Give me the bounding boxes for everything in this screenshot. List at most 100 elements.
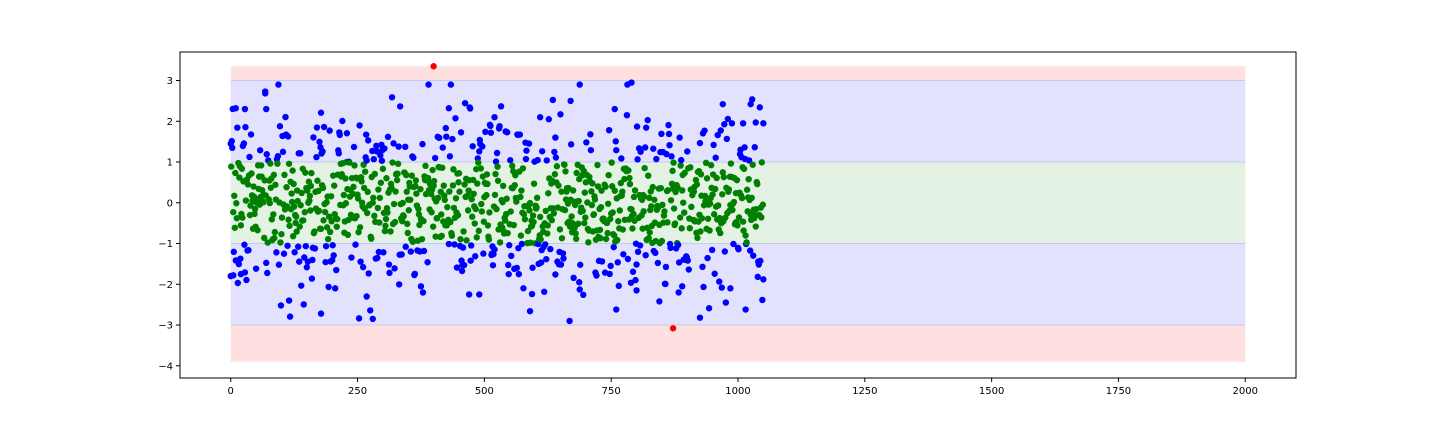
data-point: [681, 169, 688, 177]
notable-blue-point: [611, 105, 618, 113]
data-point: [704, 215, 712, 222]
data-point: [315, 207, 323, 215]
data-point: [313, 153, 320, 161]
data-point: [602, 235, 610, 243]
data-point: [435, 194, 442, 202]
data-point: [338, 171, 346, 178]
data-point: [677, 156, 685, 164]
data-point: [377, 152, 384, 159]
data-point: [757, 257, 764, 265]
data-point: [521, 216, 529, 223]
data-point: [371, 212, 378, 220]
data-point: [749, 96, 756, 103]
data-point: [493, 149, 501, 157]
data-point: [734, 222, 741, 229]
data-point: [385, 261, 393, 268]
notable-blue-point: [727, 285, 734, 292]
data-point: [575, 197, 582, 205]
data-point: [485, 236, 493, 243]
data-point: [566, 317, 573, 325]
data-point: [530, 180, 538, 187]
data-point: [263, 259, 270, 267]
data-point: [606, 215, 614, 223]
data-point: [754, 273, 761, 281]
data-point: [505, 270, 512, 278]
data-point: [241, 241, 248, 248]
data-point: [446, 153, 454, 160]
notable-blue-point: [576, 81, 583, 88]
data-point: [493, 205, 500, 213]
data-point: [545, 190, 552, 197]
data-point: [387, 228, 394, 235]
data-point: [236, 174, 243, 181]
data-point: [505, 261, 512, 269]
data-point: [597, 235, 604, 242]
data-point: [472, 253, 479, 260]
data-point: [267, 184, 275, 191]
data-point: [449, 135, 456, 143]
data-point: [398, 251, 405, 258]
data-point: [310, 134, 317, 141]
data-point: [317, 225, 325, 233]
data-point: [750, 252, 757, 259]
data-point: [290, 180, 297, 188]
data-point: [725, 186, 733, 193]
data-point: [548, 217, 556, 224]
data-point: [711, 270, 718, 277]
data-point: [378, 157, 386, 164]
data-point: [713, 174, 720, 182]
x-tick-label: 250: [348, 386, 367, 397]
data-point: [278, 214, 286, 221]
data-point: [293, 228, 300, 235]
axis-layer: 0 250 500 750 1000 1250 1500 1750 2000 −4 −3 −2 −1 0 1…: [158, 51, 1297, 397]
data-point: [420, 247, 428, 255]
notable-blue-point: [445, 105, 453, 112]
data-point: [629, 268, 637, 275]
data-point: [576, 286, 583, 293]
notable-blue-point: [465, 291, 473, 298]
data-point: [710, 141, 717, 149]
data-point: [582, 214, 589, 221]
data-point: [477, 165, 485, 172]
data-point: [619, 188, 626, 195]
data-point: [431, 154, 439, 162]
data-point: [432, 233, 439, 240]
notable-blue-point: [491, 114, 498, 121]
data-point: [270, 171, 278, 179]
data-point: [306, 192, 314, 200]
data-point: [614, 259, 621, 266]
x-tick-label: 750: [602, 386, 621, 397]
data-point: [285, 160, 293, 167]
data-point: [667, 197, 675, 204]
data-point: [520, 285, 527, 292]
data-point: [480, 250, 487, 257]
data-point: [278, 230, 285, 238]
data-point: [705, 305, 713, 312]
data-point: [467, 257, 474, 264]
data-point: [507, 157, 514, 164]
data-point: [714, 131, 721, 139]
data-point: [365, 270, 372, 277]
notable-blue-point: [567, 97, 574, 105]
data-point: [613, 146, 620, 154]
data-point: [526, 207, 533, 214]
data-point: [605, 126, 613, 134]
data-point: [419, 289, 427, 296]
data-point: [517, 193, 524, 201]
data-point: [441, 196, 448, 204]
data-point: [271, 234, 278, 242]
data-point: [551, 171, 559, 178]
data-point: [665, 121, 672, 129]
data-point: [398, 217, 406, 225]
data-point: [285, 216, 292, 223]
data-point: [298, 282, 305, 289]
data-point: [720, 173, 727, 181]
data-point: [693, 181, 701, 188]
data-point: [383, 175, 390, 182]
data-point: [357, 258, 364, 265]
data-point: [348, 254, 355, 261]
data-point: [630, 210, 637, 218]
data-point: [738, 194, 746, 202]
data-point: [536, 213, 544, 221]
data-point: [646, 194, 653, 202]
